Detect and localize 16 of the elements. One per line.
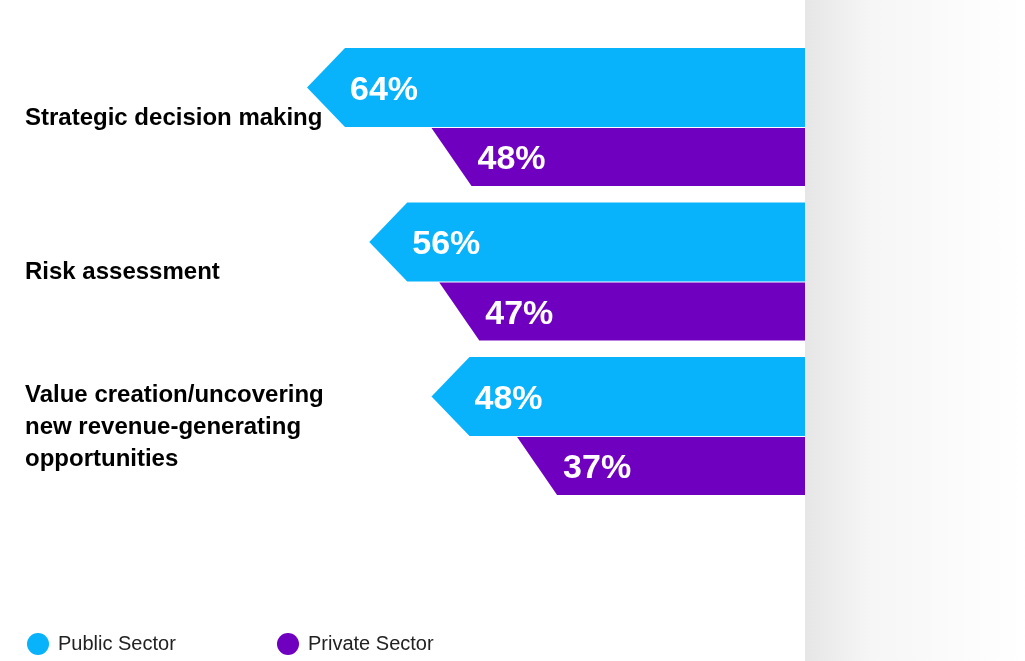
bar [431,357,805,436]
bar [517,437,805,495]
y-tick-label: Strategic decision making [25,102,323,130]
data-label: 48% [477,138,546,176]
data-label: 64% [350,68,419,107]
legend-label: Private Sector [308,632,434,654]
y-tick-label: Risk assessment [25,257,220,284]
legend-label: Public Sector [58,632,177,654]
bar [431,128,805,186]
data-label: 56% [412,223,481,261]
data-label: 48% [474,377,543,416]
bar [369,202,805,282]
bar [439,282,805,341]
data-label: 37% [563,447,632,485]
y-tick-label: Value creation/uncovering new revenue-generating opportunities [25,379,324,471]
data-label: 47% [485,292,554,331]
